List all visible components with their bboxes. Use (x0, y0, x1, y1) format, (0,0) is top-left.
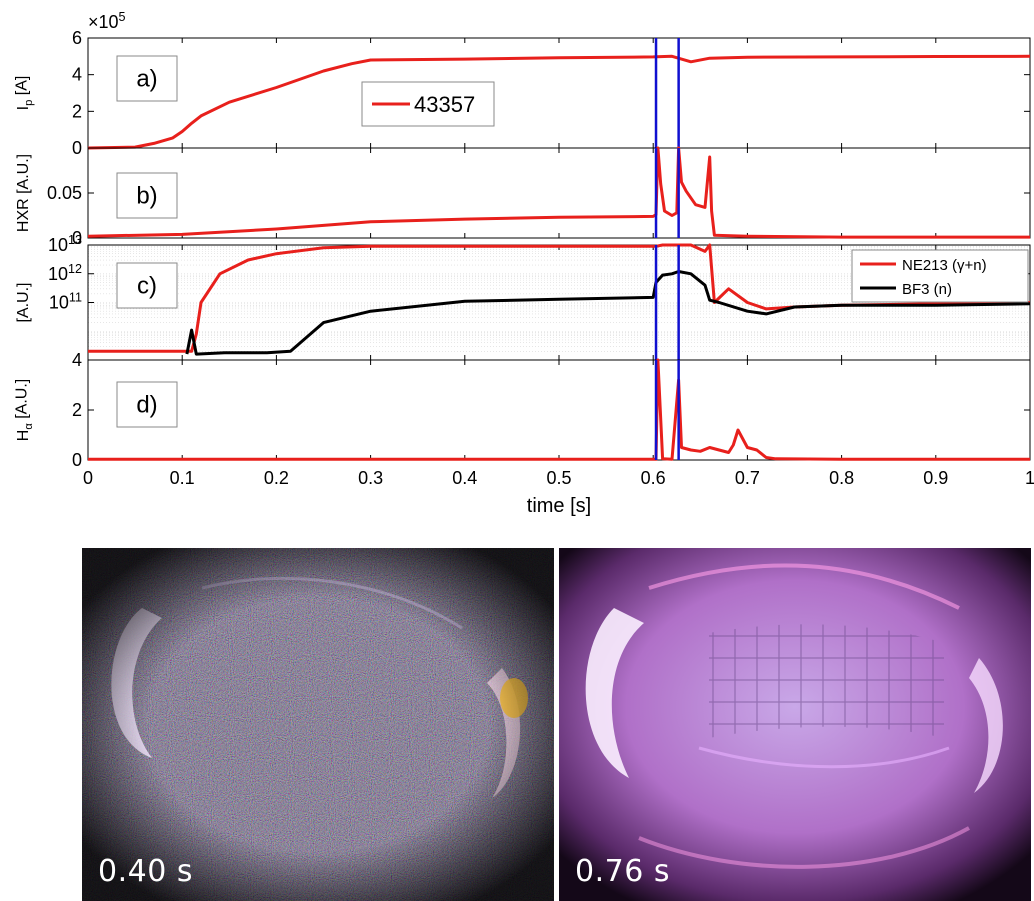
y-tick-label: 4 (72, 350, 82, 370)
x-tick-label: 0.9 (923, 468, 948, 488)
y-tick-label: 4 (72, 65, 82, 85)
x-tick-label: 0.1 (170, 468, 195, 488)
panel-2: 0 0.05 HXR [A.U.] b) (15, 146, 1031, 248)
camera-image-noisy (82, 548, 554, 901)
y-multiplier: ×105 (88, 10, 126, 32)
panel-4: 0 2 4 Hα [A.U.] d) (13, 350, 1031, 470)
series-line-bf3-n- (185, 270, 1031, 356)
y-tick-label: 6 (72, 28, 82, 48)
y-tick-label: 1011 (49, 291, 82, 313)
panel-label: c) (137, 273, 157, 300)
x-tick-label: 0.6 (641, 468, 666, 488)
y-tick-label: 2 (72, 400, 82, 420)
panel-label-box (116, 55, 178, 102)
y-tick-label: 0.05 (47, 183, 82, 203)
x-tick-label: 0 (83, 468, 93, 488)
y-tick-label: 1013 (48, 233, 82, 255)
camera-time-label: 0.76 s (575, 854, 670, 889)
x-tick-label: 0.5 (546, 468, 571, 488)
x-tick-label: 0.7 (735, 468, 760, 488)
y-axis-label: Ip [A] (13, 76, 35, 111)
y-axis-label: Hα [A.U.] (13, 379, 35, 441)
y-tick-label: 0 (72, 138, 82, 158)
panel-1: 0 2 4 6 Ip [A] ×105 a) 43357 (13, 10, 1031, 158)
camera-frame-2: 0.76 s (559, 548, 1031, 901)
y-axis-label: HXR [A.U.] (15, 154, 32, 232)
series-line-43357 (87, 54, 1031, 150)
legend-entry: NE213 (γ+n) (902, 257, 987, 274)
series-line-ne213-n- (88, 243, 1031, 353)
legend-entry: 43357 (414, 92, 475, 117)
x-tick-label: 0.3 (358, 468, 383, 488)
panel-frame (87, 359, 1031, 461)
y-axis-label: [A.U.] (15, 282, 32, 322)
camera-image-plasma (559, 548, 1031, 901)
y-tick-label: 1012 (48, 262, 82, 284)
panel-label-box (116, 172, 178, 219)
panel-label-box (116, 262, 178, 309)
panel-frame (87, 37, 1031, 149)
x-axis-label: time [s] (527, 495, 591, 517)
panel-3: 1011 1012 1013 [A.U.] c) NE213 (γ+n) BF3 (n) (15, 233, 1031, 361)
panel-label: a) (136, 66, 157, 93)
x-tick-label: 0.8 (829, 468, 854, 488)
panel-label: d) (136, 392, 157, 419)
x-tick-label: 1 (1025, 468, 1034, 488)
series-line-signal (88, 358, 1030, 461)
y-tick-label: 0 (72, 450, 82, 470)
legend-box (851, 249, 1029, 303)
camera-frame-1: 0.40 s (82, 548, 554, 901)
y-tick-label: 2 (72, 101, 82, 121)
panel-label-box (116, 381, 178, 428)
x-tick-label: 0.2 (264, 468, 289, 488)
panel-frame (87, 147, 1031, 239)
legend-entry: BF3 (n) (902, 281, 952, 298)
y-tick-label: 0 (72, 228, 82, 248)
panel-label: b) (136, 183, 157, 210)
x-tick-label: 0.4 (452, 468, 477, 488)
camera-time-label: 0.40 s (98, 854, 193, 889)
series-line-signal (87, 146, 1030, 239)
